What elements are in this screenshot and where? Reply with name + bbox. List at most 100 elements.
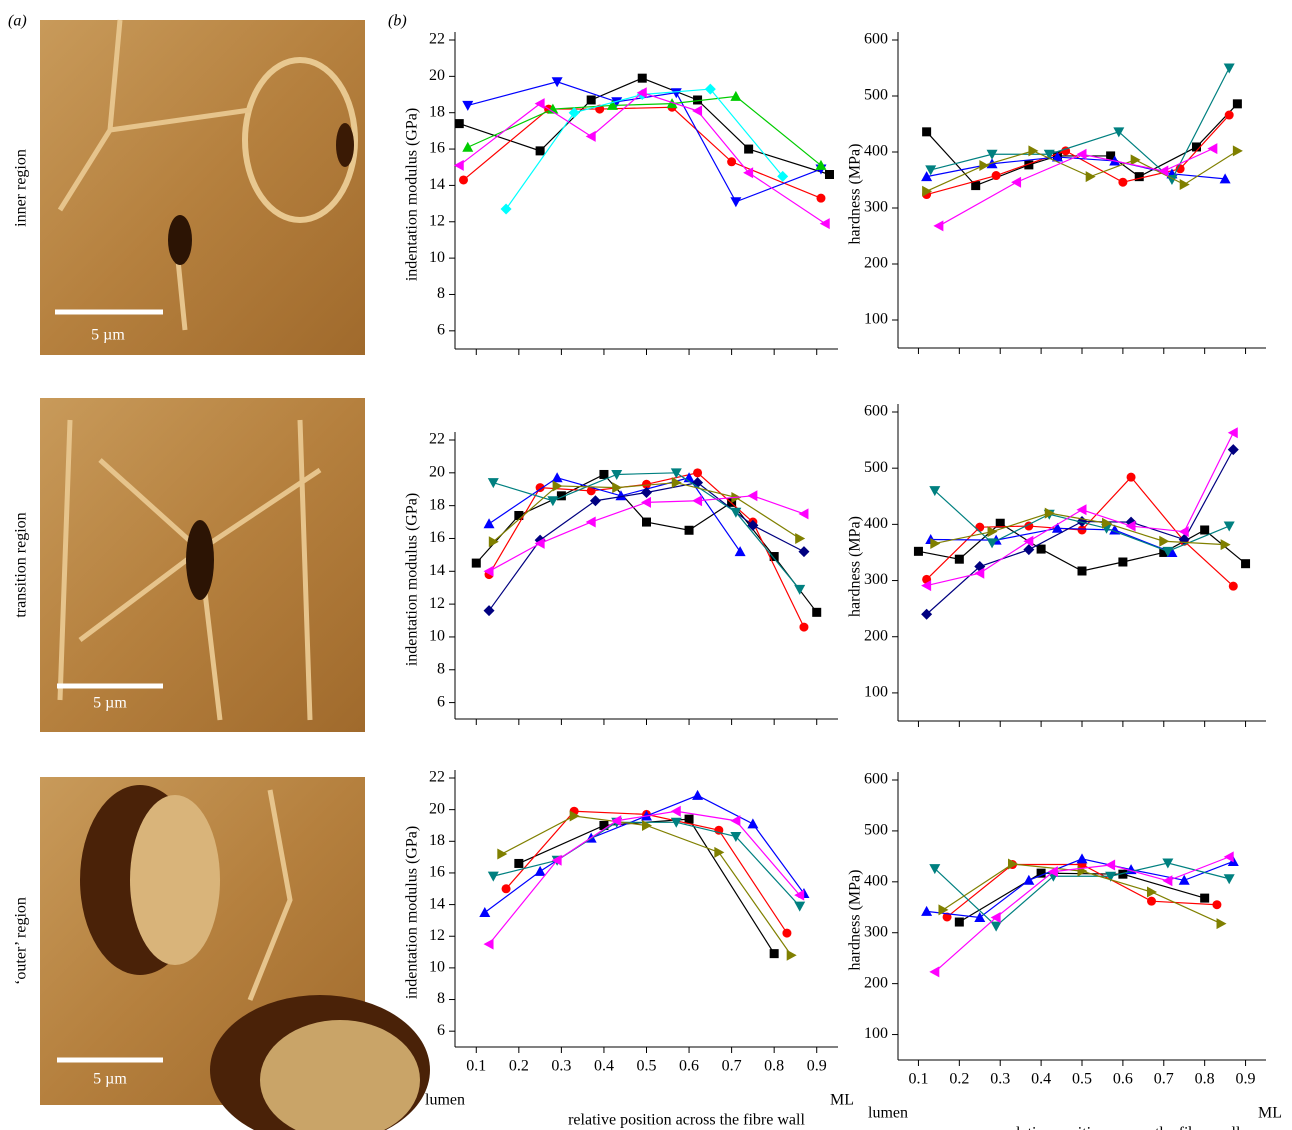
marker <box>1131 154 1141 165</box>
marker <box>799 623 808 632</box>
marker <box>488 872 499 882</box>
marker <box>586 131 596 142</box>
y-tick-label: 300 <box>864 571 888 588</box>
y-tick-label: 18 <box>429 832 445 849</box>
marker <box>1233 145 1243 156</box>
marker <box>1224 874 1235 884</box>
marker <box>590 495 601 506</box>
y-axis-label: hardness (MPa) <box>847 144 864 245</box>
marker <box>727 157 736 166</box>
marker <box>992 171 1001 180</box>
marker <box>730 815 740 826</box>
marker <box>1224 851 1234 862</box>
x-tick-label: 0.2 <box>509 1058 529 1075</box>
series-line <box>931 68 1229 179</box>
marker <box>922 127 931 136</box>
marker <box>459 175 468 184</box>
marker <box>744 145 753 154</box>
scale-bar-label: 5 µm <box>91 327 125 344</box>
afm-image: 5 µm <box>40 20 365 355</box>
marker <box>816 194 825 203</box>
marker <box>1228 427 1238 438</box>
marker <box>535 866 546 876</box>
marker <box>1135 172 1144 181</box>
y-tick-label: 20 <box>429 800 445 817</box>
chart: 6810121416182022indentation modulus (GPa… <box>404 431 838 725</box>
marker <box>535 98 545 109</box>
chart: 68101214161820220.10.20.30.40.50.60.70.8… <box>404 769 854 1129</box>
marker <box>914 547 923 556</box>
marker <box>933 220 943 231</box>
marker <box>1224 64 1235 74</box>
y-tick-label: 14 <box>429 562 445 579</box>
marker <box>975 523 984 532</box>
y-tick-label: 20 <box>429 463 445 480</box>
marker <box>501 204 512 215</box>
marker <box>812 608 821 617</box>
marker <box>479 907 490 917</box>
figure: (a) (b) 5 µm 5 µm 5 µm inner region tran… <box>0 0 1292 1130</box>
x-tick-label: 0.7 <box>722 1058 742 1075</box>
marker <box>693 468 702 477</box>
x-end-label: ML <box>830 1092 854 1109</box>
marker <box>514 859 523 868</box>
marker <box>1228 444 1239 455</box>
chart: 100200300400500600hardness (MPa) <box>847 31 1266 354</box>
x-tick-label: 0.1 <box>908 1071 928 1088</box>
marker <box>611 470 622 480</box>
marker <box>747 818 758 828</box>
y-tick-label: 200 <box>864 974 888 991</box>
y-tick-label: 8 <box>437 990 445 1007</box>
y-tick-label: 100 <box>864 1025 888 1042</box>
x-tick-label: 0.2 <box>949 1071 969 1088</box>
y-axis-label: hardness (MPa) <box>847 516 864 617</box>
marker <box>462 142 473 152</box>
x-axis-label: relative position across the fibre wall <box>1004 1125 1241 1130</box>
y-tick-label: 8 <box>437 285 445 302</box>
y-tick-label: 6 <box>437 693 445 710</box>
marker <box>787 950 797 961</box>
y-tick-label: 10 <box>429 959 445 976</box>
marker <box>1127 473 1136 482</box>
marker <box>1241 559 1250 568</box>
y-tick-label: 400 <box>864 515 888 532</box>
marker <box>599 470 608 479</box>
y-tick-label: 10 <box>429 249 445 266</box>
y-tick-label: 500 <box>864 822 888 839</box>
marker <box>730 91 741 101</box>
y-tick-label: 22 <box>429 431 445 448</box>
afm-image: 5 µm <box>40 398 365 732</box>
marker <box>825 170 834 179</box>
marker <box>1207 143 1217 154</box>
marker <box>1078 566 1087 575</box>
chart: 100200300400500600hardness (MPa) <box>847 403 1266 727</box>
marker <box>1200 525 1209 534</box>
marker <box>1118 178 1127 187</box>
y-tick-label: 12 <box>429 927 445 944</box>
marker <box>991 922 1002 932</box>
marker <box>692 495 702 506</box>
y-tick-label: 400 <box>864 143 888 160</box>
y-tick-label: 18 <box>429 496 445 513</box>
marker <box>794 902 805 912</box>
marker <box>642 518 651 527</box>
marker <box>1233 99 1242 108</box>
x-tick-label: 0.8 <box>764 1058 784 1075</box>
x-tick-label: 0.5 <box>637 1058 657 1075</box>
scale-bar-label: 5 µm <box>93 695 127 712</box>
y-tick-label: 16 <box>429 140 445 157</box>
y-tick-label: 12 <box>429 212 445 229</box>
marker <box>1212 900 1221 909</box>
y-tick-label: 500 <box>864 87 888 104</box>
marker <box>798 508 808 519</box>
marker <box>1221 539 1231 550</box>
x-tick-label: 0.7 <box>1154 1071 1174 1088</box>
marker <box>921 906 932 916</box>
x-tick-label: 0.8 <box>1195 1071 1215 1088</box>
marker <box>1011 177 1021 188</box>
marker <box>455 119 464 128</box>
marker <box>502 884 511 893</box>
y-tick-label: 600 <box>864 403 888 420</box>
y-tick-label: 16 <box>429 864 445 881</box>
marker <box>1077 853 1088 863</box>
